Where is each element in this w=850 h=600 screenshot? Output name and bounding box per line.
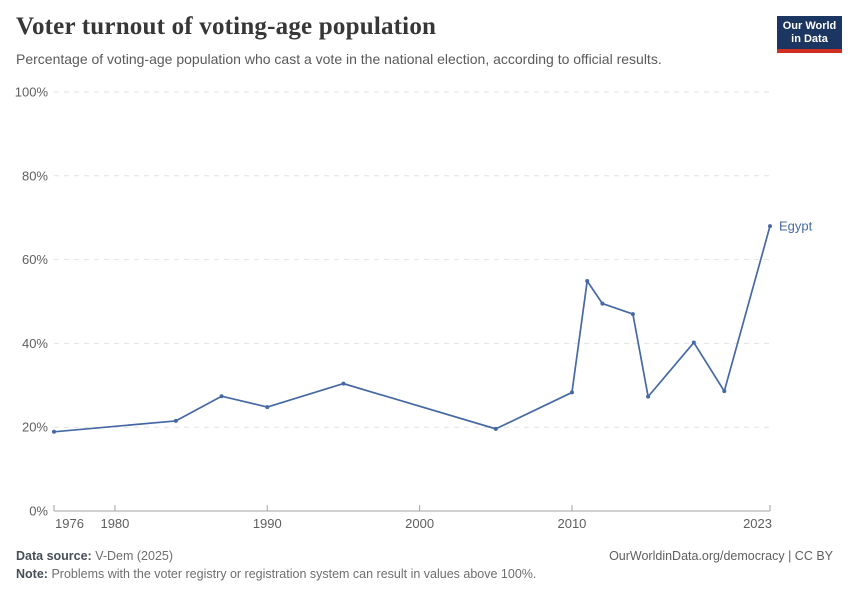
chart-subtitle: Percentage of voting-age population who … <box>16 51 662 67</box>
data-source: Data source: V-Dem (2025) <box>16 548 173 564</box>
data-point[interactable] <box>265 405 270 410</box>
line-chart: 0% 20% 40% 60% 80% 100% 1976 1980 1990 2000 2010 20… <box>15 85 813 532</box>
data-point[interactable] <box>52 429 56 434</box>
data-point[interactable] <box>600 301 605 306</box>
data-point[interactable] <box>691 340 696 345</box>
owid-license-link[interactable]: OurWorldinData.org/democracy | CC BY <box>609 549 833 563</box>
data-point[interactable] <box>585 278 590 283</box>
x-axis-label: 1990 <box>253 516 282 531</box>
data-point[interactable] <box>646 394 651 399</box>
y-axis-label: 0% <box>29 504 48 519</box>
page-title: Voter turnout of voting-age population <box>16 13 437 40</box>
x-axis-label: 1976 <box>55 516 84 531</box>
chart-note-text: Problems with the voter registry or regi… <box>51 567 537 581</box>
chart-note-label: Note: <box>16 567 48 581</box>
data-source-value: V-Dem (2025) <box>95 549 174 563</box>
data-point[interactable] <box>219 394 224 399</box>
data-point[interactable] <box>630 312 635 317</box>
data-point[interactable] <box>173 418 178 423</box>
data-point[interactable] <box>722 389 727 394</box>
x-axis-label: 2010 <box>557 516 586 531</box>
x-axis-label: 1980 <box>100 516 129 531</box>
y-axis-label: 20% <box>22 420 48 435</box>
owid-logo[interactable]: Our World in Data <box>777 16 842 53</box>
y-axis-label: 100% <box>15 85 49 100</box>
x-axis-label: 2000 <box>405 516 434 531</box>
y-axis-label: 80% <box>22 168 48 183</box>
series-label-egypt[interactable]: Egypt <box>779 219 813 234</box>
data-point[interactable] <box>569 390 574 395</box>
data-point[interactable] <box>768 224 772 229</box>
owid-logo-text: Our World in Data <box>782 19 837 45</box>
data-point[interactable] <box>341 381 346 386</box>
y-axis-label: 60% <box>22 252 48 267</box>
chart-note: Note: Problems with the voter registry o… <box>16 566 833 582</box>
chart-footer: Data source: V-Dem (2025) OurWorldinData… <box>16 548 833 564</box>
data-point[interactable] <box>493 426 498 431</box>
x-axis-label: 2023 <box>743 516 772 531</box>
data-source-label: Data source: <box>16 549 92 563</box>
series-line-egypt[interactable] <box>53 225 771 433</box>
y-axis-label: 40% <box>22 336 48 351</box>
